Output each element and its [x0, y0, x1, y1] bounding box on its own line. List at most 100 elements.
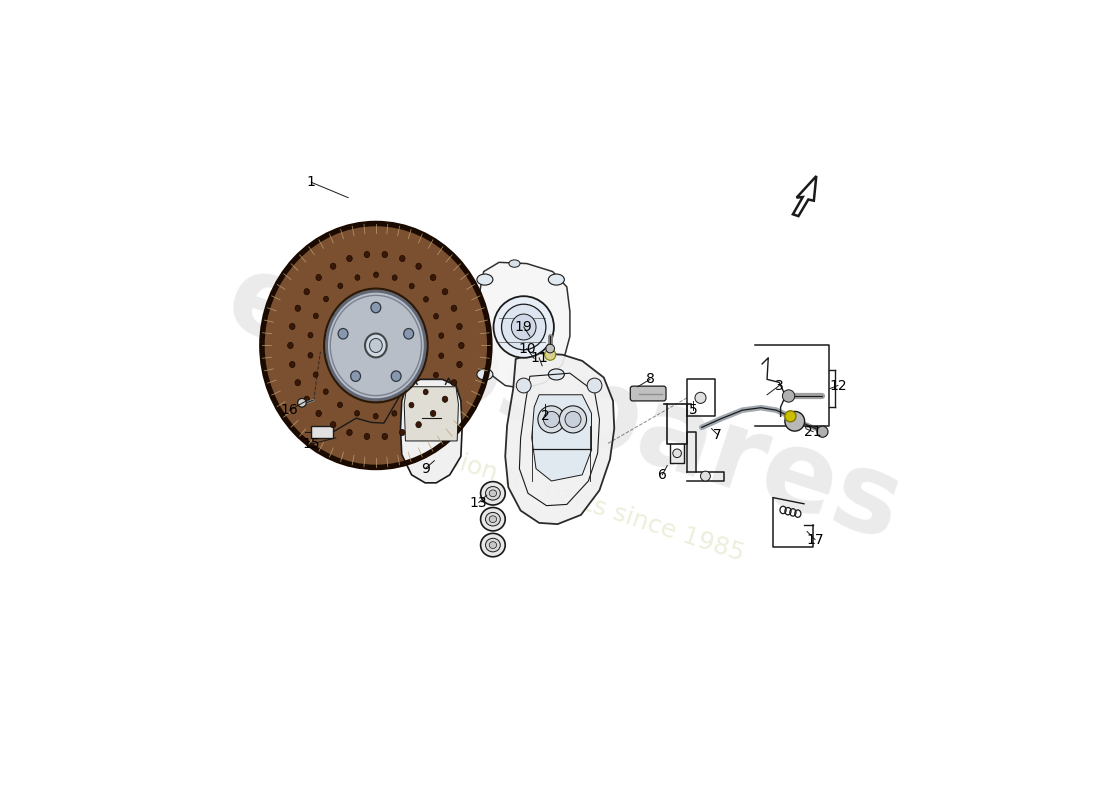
- Ellipse shape: [442, 289, 448, 294]
- Ellipse shape: [314, 313, 318, 318]
- Ellipse shape: [416, 422, 421, 428]
- Ellipse shape: [364, 434, 370, 439]
- Circle shape: [695, 392, 706, 403]
- Text: 3: 3: [776, 378, 783, 393]
- Ellipse shape: [459, 342, 464, 349]
- Ellipse shape: [399, 430, 405, 435]
- Polygon shape: [793, 176, 816, 216]
- Ellipse shape: [433, 314, 439, 319]
- Ellipse shape: [262, 223, 490, 467]
- Ellipse shape: [371, 302, 381, 313]
- Ellipse shape: [382, 251, 387, 258]
- Ellipse shape: [481, 482, 505, 505]
- Ellipse shape: [316, 410, 321, 417]
- Ellipse shape: [442, 396, 448, 402]
- Ellipse shape: [308, 353, 312, 358]
- Circle shape: [785, 410, 796, 422]
- Ellipse shape: [392, 410, 397, 416]
- Ellipse shape: [370, 290, 374, 296]
- Ellipse shape: [349, 298, 353, 302]
- Ellipse shape: [364, 251, 370, 258]
- Polygon shape: [400, 379, 462, 483]
- Text: 11: 11: [530, 350, 548, 365]
- Ellipse shape: [548, 274, 564, 285]
- Ellipse shape: [374, 272, 378, 278]
- Ellipse shape: [316, 274, 321, 281]
- Ellipse shape: [477, 369, 493, 380]
- Text: 21: 21: [804, 425, 822, 438]
- Ellipse shape: [422, 350, 427, 356]
- Circle shape: [546, 344, 554, 353]
- Ellipse shape: [308, 333, 312, 338]
- Ellipse shape: [485, 513, 501, 526]
- Ellipse shape: [370, 338, 383, 353]
- Ellipse shape: [494, 296, 554, 358]
- Ellipse shape: [477, 274, 493, 285]
- Ellipse shape: [338, 378, 342, 384]
- FancyBboxPatch shape: [630, 386, 666, 401]
- Ellipse shape: [430, 410, 436, 417]
- Ellipse shape: [327, 358, 331, 363]
- Text: 9: 9: [420, 462, 430, 476]
- Polygon shape: [505, 353, 614, 524]
- Ellipse shape: [439, 333, 443, 338]
- Ellipse shape: [430, 274, 436, 281]
- Ellipse shape: [373, 414, 378, 419]
- Text: 15: 15: [302, 437, 320, 451]
- Ellipse shape: [393, 275, 397, 281]
- Text: 1: 1: [307, 175, 316, 190]
- Ellipse shape: [304, 289, 309, 294]
- Circle shape: [538, 406, 565, 433]
- Ellipse shape: [330, 263, 336, 270]
- Ellipse shape: [338, 283, 343, 289]
- Bar: [311, 426, 333, 438]
- Ellipse shape: [481, 507, 505, 531]
- Ellipse shape: [376, 287, 385, 404]
- Ellipse shape: [365, 334, 387, 358]
- Circle shape: [543, 411, 560, 427]
- Ellipse shape: [439, 353, 443, 358]
- Circle shape: [817, 426, 828, 438]
- Ellipse shape: [354, 410, 360, 416]
- Ellipse shape: [409, 402, 414, 408]
- Ellipse shape: [485, 486, 501, 500]
- Text: 5: 5: [689, 403, 697, 417]
- Text: 7: 7: [714, 428, 722, 442]
- Ellipse shape: [295, 380, 300, 386]
- Ellipse shape: [502, 304, 546, 350]
- Ellipse shape: [548, 369, 564, 380]
- Polygon shape: [476, 262, 570, 389]
- Ellipse shape: [287, 342, 294, 349]
- Ellipse shape: [392, 371, 402, 382]
- Ellipse shape: [351, 371, 361, 382]
- Ellipse shape: [509, 260, 520, 267]
- Ellipse shape: [377, 395, 382, 400]
- Ellipse shape: [333, 314, 338, 318]
- Ellipse shape: [346, 430, 352, 435]
- Ellipse shape: [481, 534, 505, 557]
- Ellipse shape: [398, 389, 403, 394]
- Circle shape: [673, 449, 681, 458]
- Text: 13: 13: [470, 495, 487, 510]
- Circle shape: [565, 411, 581, 427]
- Ellipse shape: [456, 323, 462, 330]
- Circle shape: [785, 411, 804, 431]
- Ellipse shape: [355, 274, 360, 280]
- Circle shape: [782, 390, 794, 402]
- Text: 6: 6: [658, 468, 667, 482]
- Circle shape: [516, 378, 531, 393]
- Ellipse shape: [451, 305, 456, 311]
- Ellipse shape: [512, 314, 536, 340]
- Text: 10: 10: [518, 342, 536, 355]
- Circle shape: [544, 349, 556, 360]
- Ellipse shape: [420, 327, 425, 333]
- Ellipse shape: [456, 362, 462, 367]
- Text: a passion for parts since 1985: a passion for parts since 1985: [381, 426, 747, 566]
- Ellipse shape: [323, 389, 328, 394]
- Circle shape: [587, 378, 602, 393]
- Ellipse shape: [330, 422, 336, 428]
- Ellipse shape: [433, 372, 439, 378]
- Ellipse shape: [424, 389, 428, 394]
- Ellipse shape: [346, 255, 352, 262]
- Ellipse shape: [314, 372, 318, 378]
